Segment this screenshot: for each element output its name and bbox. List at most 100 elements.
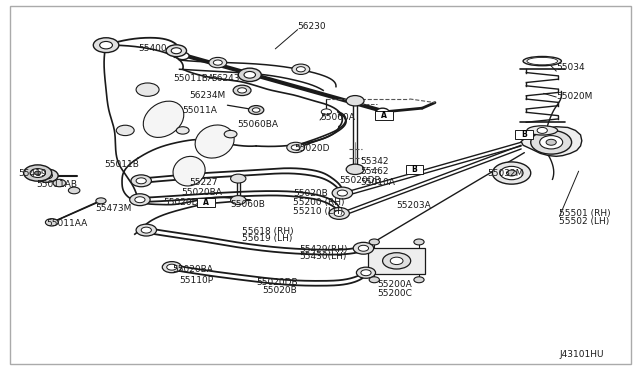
Circle shape xyxy=(244,71,255,78)
Circle shape xyxy=(230,174,246,183)
Circle shape xyxy=(361,270,371,276)
Text: 56243: 56243 xyxy=(211,74,240,83)
Circle shape xyxy=(68,187,80,194)
Text: 55400: 55400 xyxy=(138,44,166,53)
Circle shape xyxy=(141,227,152,233)
Circle shape xyxy=(233,85,251,96)
Circle shape xyxy=(334,211,344,217)
Circle shape xyxy=(176,52,189,60)
Circle shape xyxy=(358,245,369,251)
Ellipse shape xyxy=(527,57,557,65)
Text: 55060BA: 55060BA xyxy=(237,121,278,129)
Text: 55010A: 55010A xyxy=(360,178,395,187)
Circle shape xyxy=(414,277,424,283)
Text: 55473M: 55473M xyxy=(95,204,132,213)
Circle shape xyxy=(248,106,264,115)
Circle shape xyxy=(369,277,380,283)
Circle shape xyxy=(537,128,547,134)
Circle shape xyxy=(369,239,380,245)
Circle shape xyxy=(131,175,152,187)
Circle shape xyxy=(337,190,348,196)
Text: 55011A: 55011A xyxy=(182,106,218,115)
Bar xyxy=(368,247,426,274)
Text: 55227: 55227 xyxy=(189,178,218,187)
Text: J43101HU: J43101HU xyxy=(559,350,604,359)
Circle shape xyxy=(414,239,424,245)
Circle shape xyxy=(209,57,227,68)
Text: 55618 (RH): 55618 (RH) xyxy=(242,227,294,236)
Text: 55462: 55462 xyxy=(360,167,388,176)
Text: 55200 (RH): 55200 (RH) xyxy=(293,198,345,207)
Text: 55342: 55342 xyxy=(360,157,388,166)
Text: 55020B: 55020B xyxy=(293,189,328,198)
Circle shape xyxy=(41,172,52,179)
Circle shape xyxy=(136,83,159,96)
Text: 55200C: 55200C xyxy=(378,289,412,298)
Circle shape xyxy=(53,179,66,187)
Text: B: B xyxy=(412,165,417,174)
Text: 55020DB: 55020DB xyxy=(256,278,298,287)
Circle shape xyxy=(224,131,237,138)
Ellipse shape xyxy=(143,101,184,137)
Circle shape xyxy=(332,187,353,199)
Circle shape xyxy=(383,253,411,269)
Text: 55619 (LH): 55619 (LH) xyxy=(242,234,292,243)
Circle shape xyxy=(237,88,246,93)
Circle shape xyxy=(346,96,364,106)
Circle shape xyxy=(166,45,186,57)
Circle shape xyxy=(136,178,147,184)
Circle shape xyxy=(353,242,374,254)
Circle shape xyxy=(172,48,181,54)
Text: 55020B: 55020B xyxy=(262,286,297,295)
Text: 56230: 56230 xyxy=(298,22,326,31)
Text: 55020DB: 55020DB xyxy=(339,176,381,185)
Circle shape xyxy=(96,198,106,204)
Ellipse shape xyxy=(173,156,205,186)
Text: 55203A: 55203A xyxy=(397,201,431,210)
Text: 55020D: 55020D xyxy=(294,144,330,153)
Circle shape xyxy=(376,108,389,116)
Circle shape xyxy=(287,142,305,153)
Text: A: A xyxy=(204,198,209,207)
Text: 55200A: 55200A xyxy=(378,280,412,289)
Circle shape xyxy=(329,208,349,219)
Bar xyxy=(515,131,533,139)
Text: 55020BA: 55020BA xyxy=(180,188,221,197)
Text: 55210 (LH): 55210 (LH) xyxy=(293,208,344,217)
Text: 55060B: 55060B xyxy=(230,200,266,209)
Text: 55060A: 55060A xyxy=(320,113,355,122)
Text: 55011B: 55011B xyxy=(104,160,139,169)
Text: 55011AA: 55011AA xyxy=(47,219,88,228)
Text: 55430(LH): 55430(LH) xyxy=(300,252,347,261)
Text: 55032M: 55032M xyxy=(487,169,524,177)
Text: 55110P: 55110P xyxy=(179,276,214,285)
Bar xyxy=(375,111,393,120)
Circle shape xyxy=(163,262,181,273)
Circle shape xyxy=(292,64,310,74)
Circle shape xyxy=(356,267,376,278)
Text: 55020D: 55020D xyxy=(164,198,199,207)
Circle shape xyxy=(296,67,305,72)
Bar xyxy=(197,198,215,207)
Text: 55419: 55419 xyxy=(19,169,47,177)
Circle shape xyxy=(506,170,516,176)
Circle shape xyxy=(176,127,189,134)
Circle shape xyxy=(45,219,58,226)
Circle shape xyxy=(546,139,556,145)
Bar xyxy=(406,165,424,174)
Text: 56234M: 56234M xyxy=(189,91,225,100)
Circle shape xyxy=(167,264,177,270)
Circle shape xyxy=(130,194,150,206)
Circle shape xyxy=(35,169,58,182)
Circle shape xyxy=(30,169,45,177)
Polygon shape xyxy=(521,127,582,156)
Circle shape xyxy=(35,171,41,175)
Circle shape xyxy=(136,224,157,236)
Circle shape xyxy=(537,58,547,64)
Circle shape xyxy=(531,131,572,154)
Text: A: A xyxy=(381,111,387,120)
Circle shape xyxy=(252,108,260,112)
Ellipse shape xyxy=(195,125,234,158)
Circle shape xyxy=(230,196,246,205)
Text: 55429(RH): 55429(RH) xyxy=(300,244,348,253)
